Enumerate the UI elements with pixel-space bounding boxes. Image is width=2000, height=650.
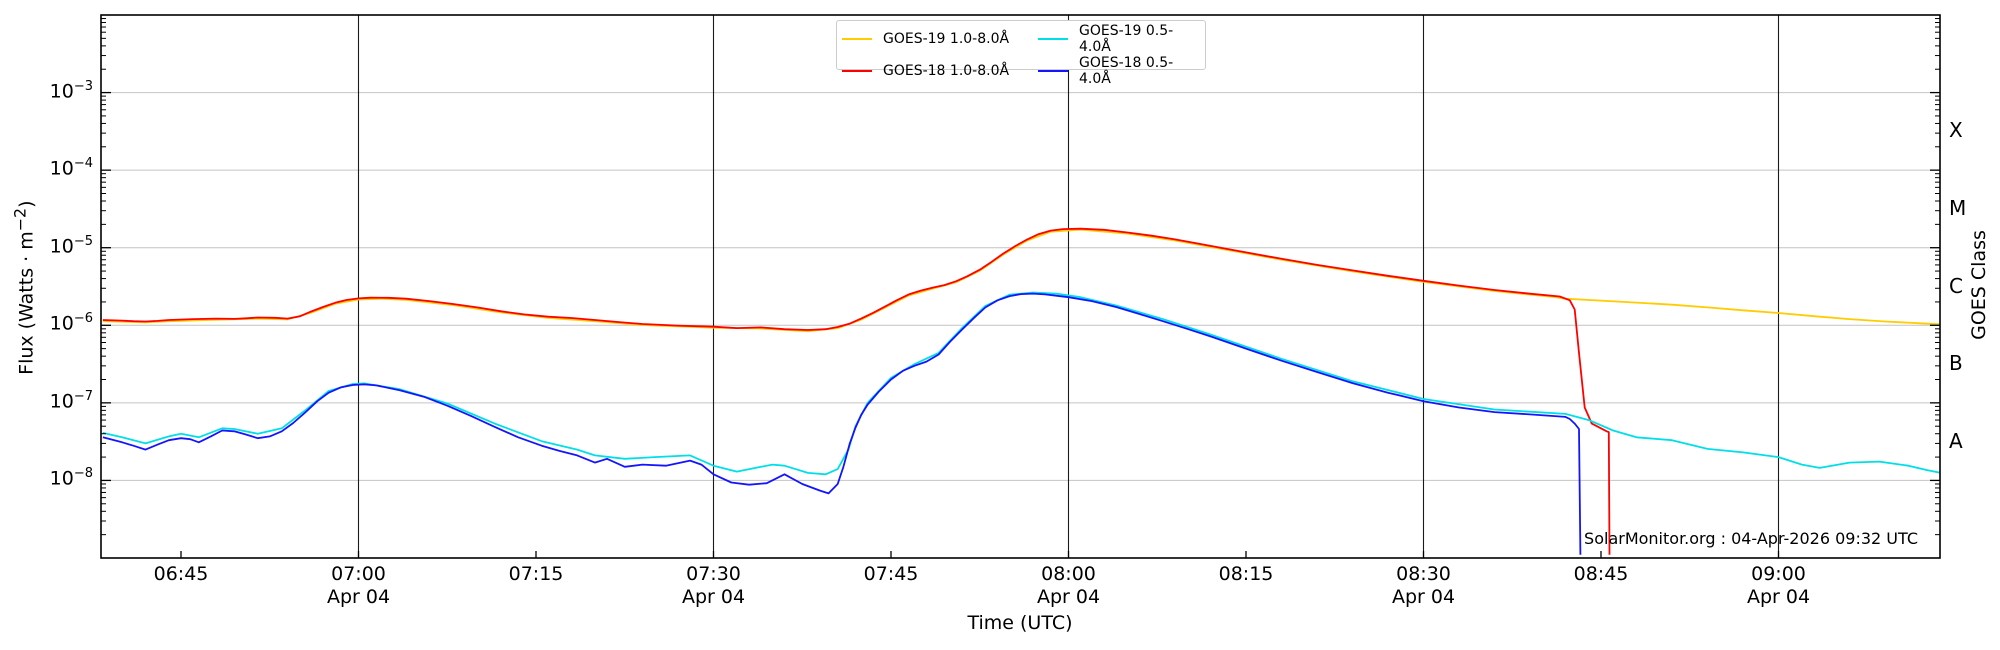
legend-entry: GOES-19 0.5-4.0Å xyxy=(1033,23,1205,55)
y-tick-label: 10−5 xyxy=(49,233,93,258)
legend-line-sample xyxy=(842,38,872,40)
legend-label: GOES-19 0.5-4.0Å xyxy=(1078,23,1174,55)
goes-class-label: M xyxy=(1949,195,1967,220)
legend: GOES-19 1.0-8.0Å GOES-18 1.0-8.0Å GOES-19 … xyxy=(836,20,1206,87)
y-axis-title: Flux (Watts · m−2) xyxy=(10,200,38,375)
legend-line-sample xyxy=(842,70,872,72)
legend-label: GOES-19 1.0-8.0Å xyxy=(883,31,1010,47)
goes-class-label: X xyxy=(1949,118,1963,143)
plot-frame xyxy=(100,14,1941,559)
x-axis-title: Time (UTC) xyxy=(967,612,1073,634)
x-tick-label: 08:30 xyxy=(1396,563,1451,585)
goes-class-label: A xyxy=(1949,428,1963,453)
legend-label: GOES-18 0.5-4.0Å xyxy=(1078,55,1174,87)
y-tick-label: 10−8 xyxy=(49,466,93,490)
x-date-label: Apr 04 xyxy=(1746,586,1811,608)
x-date-label: Apr 04 xyxy=(326,586,391,608)
x-tick-label: 08:15 xyxy=(1218,563,1274,585)
right-axis-title: GOES Class xyxy=(1968,230,1990,340)
legend-entry: GOES-18 1.0-8.0Å xyxy=(837,63,1033,79)
series-line xyxy=(102,292,1582,555)
y-tick-label: 10−7 xyxy=(49,388,93,413)
y-tick-label: 10−6 xyxy=(49,311,93,335)
x-tick-label: 08:45 xyxy=(1573,563,1629,585)
source-annotation: SolarMonitor.org : 04-Apr-2026 09:32 UTC xyxy=(1584,529,1918,548)
series-line xyxy=(102,291,1940,476)
x-tick-label: 07:15 xyxy=(508,563,564,585)
x-date-label: Apr 04 xyxy=(681,586,746,608)
x-tick-label: 07:00 xyxy=(331,563,386,585)
legend-entry: GOES-18 0.5-4.0Å xyxy=(1033,55,1205,87)
x-tick-label: 09:00 xyxy=(1751,563,1806,585)
goes-class-label: B xyxy=(1949,351,1963,376)
legend-entry: GOES-19 1.0-8.0Å xyxy=(837,31,1033,47)
y-tick-label: 10−3 xyxy=(49,78,93,102)
series-line xyxy=(102,228,1940,333)
x-date-label: Apr 04 xyxy=(1391,586,1456,608)
series-line xyxy=(102,227,1611,555)
goes-class-label: C xyxy=(1949,273,1963,298)
x-tick-label: 06:45 xyxy=(153,563,209,585)
x-date-label: Apr 04 xyxy=(1036,586,1101,608)
x-tick-label: 08:00 xyxy=(1041,563,1096,585)
x-tick-label: 07:45 xyxy=(863,563,919,585)
legend-line-sample xyxy=(1038,70,1068,72)
y-tick-label: 10−4 xyxy=(49,156,93,180)
legend-label: GOES-18 1.0-8.0Å xyxy=(883,63,1010,79)
legend-line-sample xyxy=(1038,38,1068,40)
x-tick-label: 07:30 xyxy=(686,563,741,585)
